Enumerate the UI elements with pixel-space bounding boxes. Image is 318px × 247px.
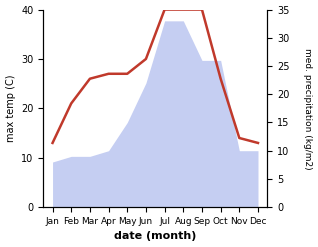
Y-axis label: max temp (C): max temp (C): [5, 75, 16, 142]
X-axis label: date (month): date (month): [114, 231, 197, 242]
Y-axis label: med. precipitation (kg/m2): med. precipitation (kg/m2): [303, 48, 313, 169]
